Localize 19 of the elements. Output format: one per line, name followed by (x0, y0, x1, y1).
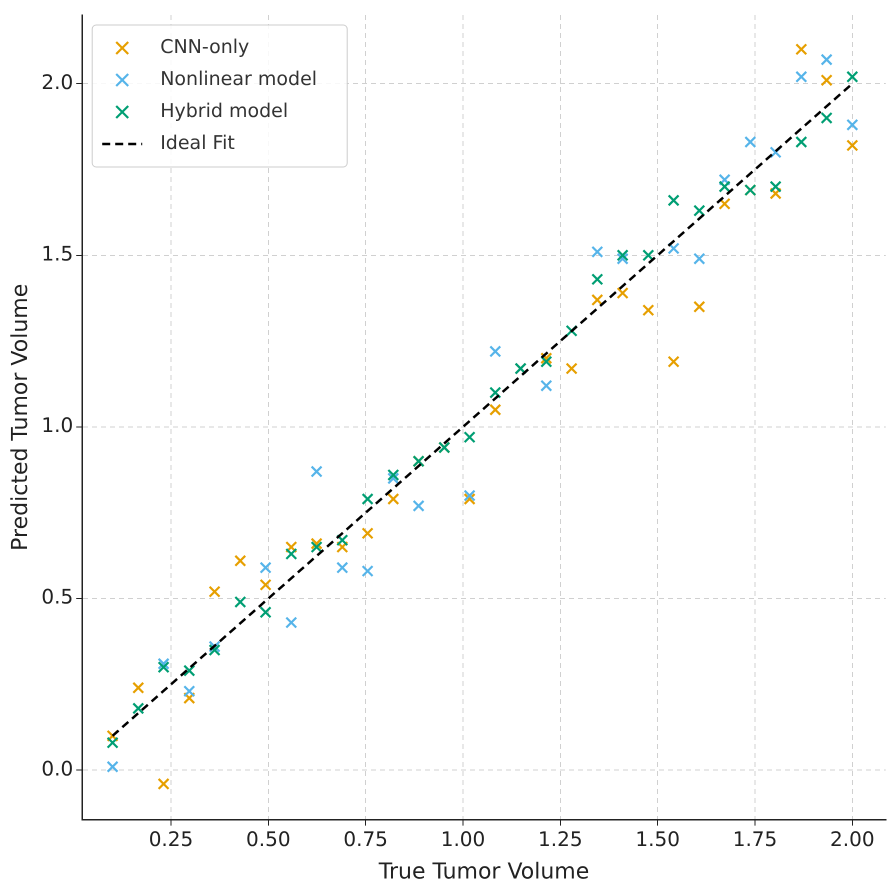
legend-label: Hybrid model (160, 100, 288, 122)
legend-label: CNN-only (160, 36, 250, 58)
x-tick-label: 1.00 (440, 826, 486, 851)
x-tick-label: 1.75 (732, 826, 778, 851)
y-tick-label: 0.0 (41, 756, 74, 780)
y-tick-label: 1.0 (41, 413, 74, 438)
x-tick-label: 1.50 (635, 826, 680, 851)
y-tick-label: 2.0 (41, 70, 74, 94)
x-tick-label: 0.50 (246, 826, 291, 851)
x-tick-label: 0.75 (343, 826, 388, 851)
legend-label: Ideal Fit (160, 132, 235, 154)
y-tick-label: 1.5 (41, 241, 74, 266)
x-tick-label: 0.25 (148, 826, 194, 851)
x-axis-title: True Tumor Volume (378, 860, 590, 885)
y-axis-title: Predicted Tumor Volume (8, 284, 33, 551)
legend-label: Nonlinear model (160, 68, 318, 90)
y-tick-label: 0.5 (41, 584, 74, 609)
x-tick-label: 2.00 (830, 826, 875, 851)
x-tick-label: 1.25 (538, 826, 583, 851)
